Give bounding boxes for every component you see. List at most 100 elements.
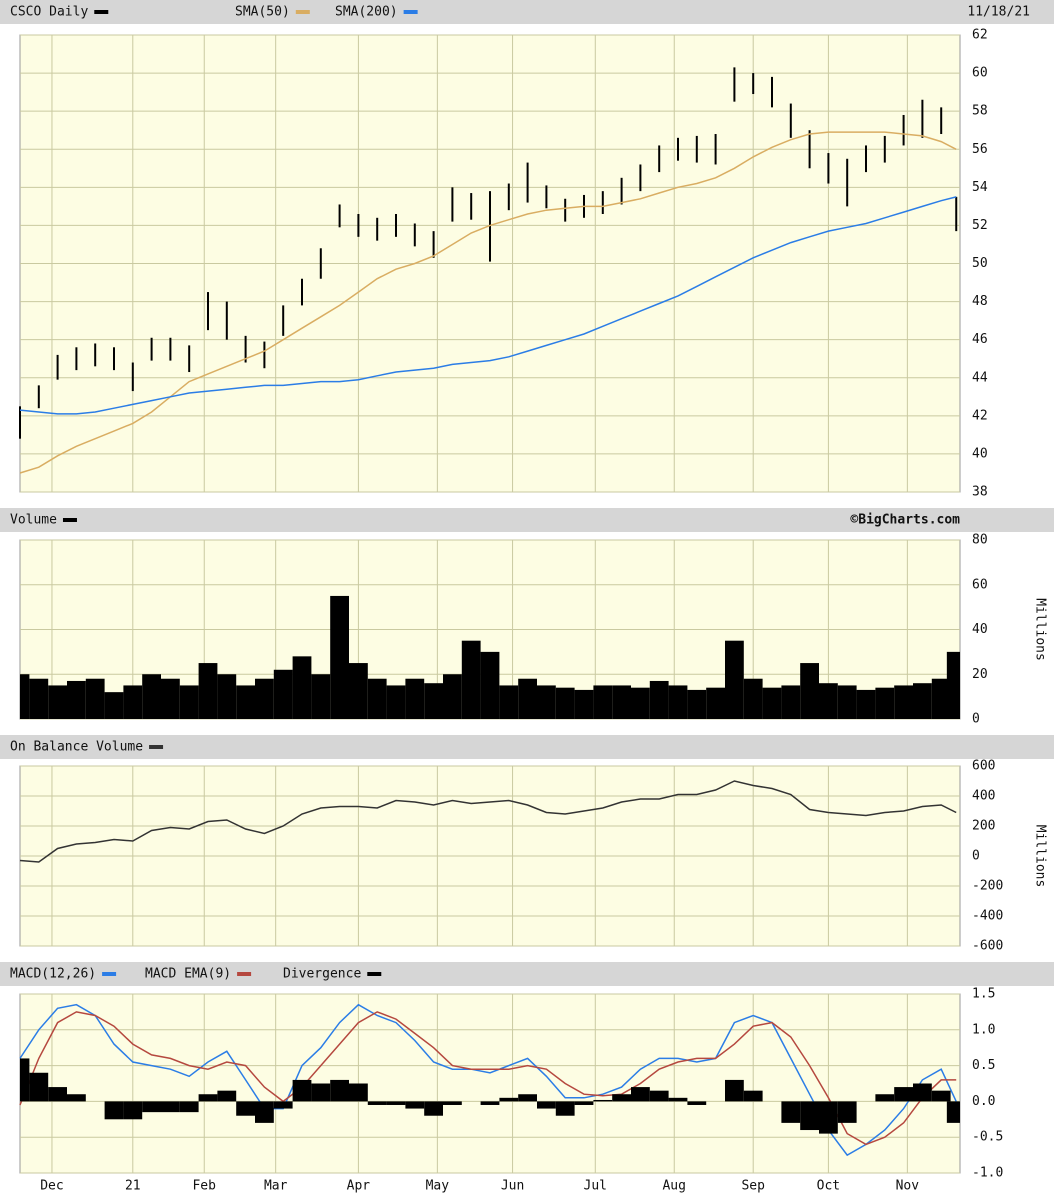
bar	[330, 1079, 349, 1102]
y-tick-label: 52	[972, 218, 988, 233]
plot-area	[19, 993, 961, 1174]
bar	[386, 685, 406, 719]
y-tick-label: -200	[972, 879, 1003, 894]
y-tick-label: 46	[972, 332, 988, 347]
y-tick-label: 0.0	[972, 1094, 995, 1109]
panel-header	[0, 962, 1054, 986]
y-tick-label: 600	[972, 759, 995, 774]
bar	[946, 651, 960, 719]
bar	[424, 683, 443, 719]
bar	[612, 1094, 631, 1102]
bar	[555, 1101, 575, 1116]
bar	[443, 674, 462, 719]
bar	[537, 1101, 556, 1109]
bar	[292, 1079, 312, 1102]
bar	[612, 685, 631, 719]
bar	[913, 1083, 932, 1102]
bar	[142, 1101, 161, 1113]
series-line	[19, 1003, 957, 1157]
y-tick-label: 40	[972, 622, 988, 637]
legend-label: MACD(12,26)	[10, 967, 96, 982]
bar	[405, 678, 425, 719]
bar	[668, 685, 688, 719]
bar	[367, 1101, 387, 1105]
bar	[236, 685, 255, 719]
bar	[687, 689, 707, 719]
bar	[29, 678, 49, 719]
bar	[931, 1090, 951, 1102]
bar	[123, 685, 143, 719]
bar	[20, 1058, 30, 1102]
bar	[800, 663, 819, 719]
bar	[179, 1101, 199, 1113]
bar	[255, 1101, 274, 1123]
series-line	[19, 1011, 957, 1146]
bar	[405, 1101, 425, 1109]
bar	[273, 669, 293, 719]
y-tick-label: 1.0	[972, 1022, 995, 1037]
x-tick-label: Jul	[584, 1179, 607, 1194]
x-tick-label: Mar	[264, 1179, 288, 1194]
x-tick-label: May	[426, 1179, 450, 1194]
bar	[349, 1083, 368, 1102]
credit: ©BigCharts.com	[850, 513, 960, 528]
bar	[48, 685, 67, 719]
bar	[574, 1101, 594, 1105]
y-tick-label: 54	[972, 180, 988, 195]
legend-swatch	[62, 518, 77, 522]
x-tick-label: 21	[125, 1179, 141, 1194]
x-tick-label: Feb	[192, 1179, 216, 1194]
panel-header	[0, 508, 1054, 532]
bar	[273, 1101, 293, 1109]
x-tick-label: Oct	[817, 1179, 840, 1194]
bar	[198, 663, 218, 719]
bar	[518, 678, 537, 719]
y-tick-label: 20	[972, 667, 988, 682]
y-axis-label: Millions	[1033, 825, 1048, 888]
y-tick-label: 38	[972, 485, 988, 500]
y-tick-label: 0.5	[972, 1058, 995, 1073]
y-tick-label: 0	[972, 849, 980, 864]
bar	[367, 678, 387, 719]
bar	[480, 651, 500, 719]
legend-label: SMA(50)	[235, 5, 290, 20]
bar	[480, 1101, 500, 1105]
bar	[931, 678, 951, 719]
y-tick-label: 40	[972, 446, 988, 461]
bar	[179, 685, 199, 719]
bar	[142, 674, 161, 719]
legend-swatch	[102, 972, 117, 976]
bar	[631, 1087, 650, 1102]
bar	[386, 1101, 406, 1105]
y-tick-label: -1.0	[972, 1166, 1003, 1181]
bar	[649, 1090, 669, 1102]
bar	[161, 1101, 180, 1113]
legend-label: MACD EMA(9)	[145, 967, 231, 982]
x-tick-label: Aug	[662, 1179, 685, 1194]
bar	[574, 689, 594, 719]
y-tick-label: 60	[972, 577, 988, 592]
bar	[67, 680, 86, 719]
y-tick-label: 1.5	[972, 987, 995, 1002]
bar	[725, 1079, 744, 1102]
y-tick-label: -0.5	[972, 1130, 1003, 1145]
bar	[217, 1090, 237, 1102]
y-axis-label: Millions	[1033, 598, 1048, 661]
series-line	[19, 131, 957, 474]
bar	[255, 678, 274, 719]
legend-label: Volume	[10, 513, 57, 528]
legend-label: Divergence	[283, 967, 361, 982]
bar	[67, 1094, 86, 1102]
bar	[424, 1101, 443, 1116]
panel-header	[0, 0, 1054, 24]
legend-swatch	[295, 10, 310, 14]
bar	[668, 1097, 688, 1102]
bar	[894, 1087, 913, 1102]
y-tick-label: 200	[972, 819, 995, 834]
y-tick-label: 58	[972, 104, 988, 119]
bar	[762, 687, 782, 719]
bar	[85, 678, 105, 719]
bar	[875, 687, 895, 719]
x-tick-label: Sep	[741, 1179, 765, 1194]
bar	[104, 692, 124, 719]
